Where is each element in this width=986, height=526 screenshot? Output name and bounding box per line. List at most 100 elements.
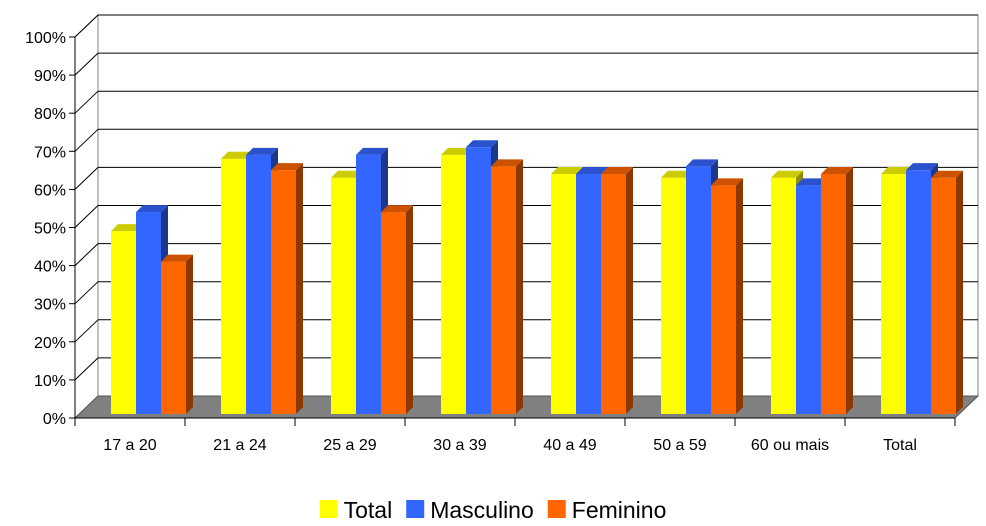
bar-top: [661, 170, 693, 178]
bar-side: [626, 166, 633, 414]
bar-front: [441, 154, 466, 415]
bar-front: [601, 173, 626, 414]
bar-top: [711, 178, 743, 186]
bar-front: [711, 185, 736, 414]
bar-top: [466, 140, 498, 148]
y-tick-label: 40%: [34, 259, 66, 276]
bar-top: [576, 166, 608, 174]
x-category-label: 21 a 24: [213, 437, 266, 454]
bar-top: [821, 166, 853, 174]
bar-top: [356, 147, 388, 155]
bar: [601, 166, 633, 414]
bar-front: [796, 185, 821, 414]
bar: [271, 163, 303, 414]
legend-label: Masculino: [430, 497, 534, 523]
bar-front: [466, 147, 491, 415]
bar-top: [111, 224, 143, 232]
bar-top: [906, 163, 938, 171]
bar-front: [331, 177, 356, 414]
bar-top: [136, 205, 168, 213]
bar-front: [271, 170, 296, 414]
x-category-label: 30 a 39: [433, 437, 486, 454]
bar-front: [136, 212, 161, 414]
bar-top: [796, 178, 828, 186]
y-tick-label: 60%: [34, 182, 66, 199]
bar-top: [161, 254, 193, 262]
gridline-side: [74, 357, 99, 381]
bar: [161, 254, 193, 414]
y-tick-label: 10%: [34, 373, 66, 390]
legend: Total Masculino Feminino: [319, 497, 667, 523]
bar-top: [441, 147, 473, 155]
x-category-label: 25 a 29: [323, 437, 376, 454]
gridline-side: [74, 52, 99, 76]
gridline-side: [74, 205, 99, 228]
bar-top: [491, 159, 523, 167]
bar-top: [271, 163, 303, 171]
y-tick-label: 50%: [34, 221, 66, 238]
bar-front: [771, 177, 796, 414]
y-tick-label: 0%: [43, 411, 66, 428]
legend-swatch: [547, 500, 566, 518]
y-tick-label: 70%: [34, 144, 66, 161]
bar-side: [186, 254, 193, 414]
gridline-side: [74, 128, 99, 152]
x-category-label: Total: [883, 437, 917, 454]
gridline-side: [74, 90, 99, 114]
gridline-side: [74, 167, 99, 190]
bar-front: [881, 173, 906, 414]
y-axis-ticks: 0% 10% 20% 30% 40% 50% 60% 70% 80% 90% 100%: [25, 30, 75, 428]
bar-top: [771, 170, 803, 178]
bar-side: [516, 159, 523, 414]
gridline-side: [74, 281, 99, 305]
bar-top: [551, 166, 583, 174]
y-tick-label: 20%: [34, 335, 66, 352]
gridline-side: [74, 14, 99, 38]
bar-front: [821, 173, 846, 414]
bar-top: [246, 147, 278, 155]
bar-top: [931, 170, 963, 178]
bar-top: [221, 151, 253, 159]
x-category-label: 50 a 59: [653, 437, 706, 454]
bar-side: [296, 163, 303, 414]
x-category-label: 17 a 20: [103, 437, 156, 454]
y-tick-label: 80%: [34, 106, 66, 123]
bar: [821, 166, 853, 414]
bar-front: [931, 177, 956, 414]
bar-top: [686, 159, 718, 167]
legend-label: Feminino: [572, 497, 667, 523]
bar-side: [846, 166, 853, 414]
gridline-side: [74, 243, 99, 266]
bar-front: [906, 170, 931, 414]
bar-front: [551, 173, 576, 414]
bar-top: [601, 166, 633, 174]
bar-top: [381, 205, 413, 213]
bar-front: [491, 166, 516, 414]
x-axis-labels: 17 a 20 21 a 24 25 a 29 30 a 39 40 a 49 50 a …: [74, 418, 956, 454]
bar-front: [686, 166, 711, 414]
bars: [111, 140, 963, 415]
bar-front: [246, 154, 271, 415]
x-category-label: 40 a 49: [543, 437, 596, 454]
y-tick-label: 30%: [34, 297, 66, 314]
bar-side: [406, 205, 413, 414]
bar-front: [381, 212, 406, 414]
bar-top: [881, 166, 913, 174]
bar-side: [736, 178, 743, 414]
gridline-side: [74, 319, 99, 343]
legend-label: Total: [344, 497, 393, 523]
y-tick-label: 100%: [25, 30, 66, 47]
legend-swatch: [319, 500, 338, 518]
bar-front: [221, 158, 246, 414]
y-tick-label: 90%: [34, 68, 66, 85]
x-category-label: 60 ou mais: [751, 437, 829, 454]
bar-front: [111, 231, 136, 414]
bar-front: [356, 154, 381, 415]
bar: [931, 170, 963, 414]
bar-top: [331, 170, 363, 178]
bar-front: [576, 173, 601, 414]
bar-front: [661, 177, 686, 414]
bar-side: [956, 170, 963, 414]
